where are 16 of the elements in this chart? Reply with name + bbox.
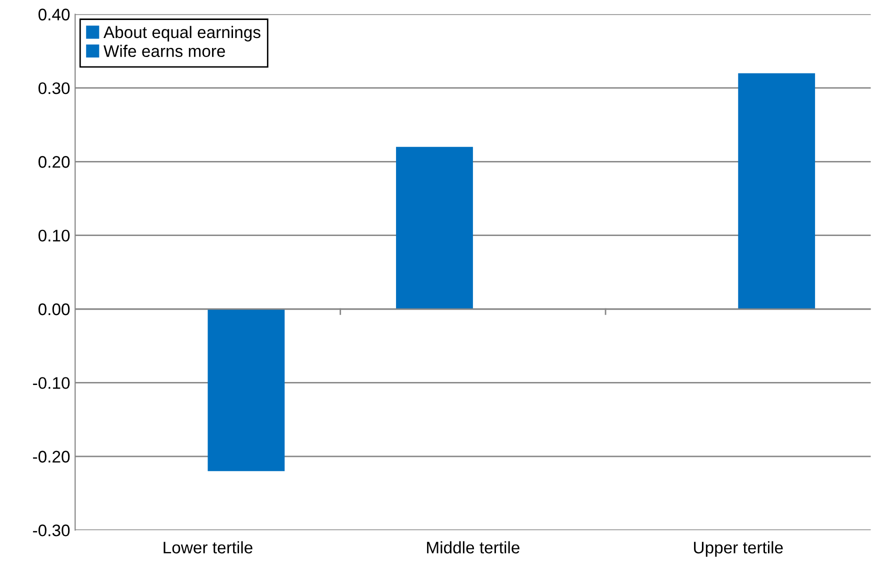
x-tick-label: Lower tertile	[164, 541, 252, 554]
y-tick-label: 0.10	[38, 230, 70, 242]
y-tick-label: 0.00	[38, 303, 70, 316]
y-tick-label: -0.10	[33, 377, 70, 389]
bar	[208, 309, 285, 472]
legend-label: Wife earns more	[104, 44, 225, 58]
x-tick-label: Middle tertile	[427, 541, 520, 554]
y-tick-label: 0.40	[38, 8, 70, 20]
x-tick-label: Upper tertile	[694, 541, 783, 557]
y-tick-label: 0.30	[38, 82, 70, 94]
y-tick-label: -0.20	[33, 450, 70, 463]
bar	[738, 73, 816, 310]
y-tick-label: -0.30	[33, 524, 70, 536]
bar	[396, 146, 473, 310]
y-tick-label: 0.20	[38, 156, 70, 168]
legend-label: About equal earnings	[104, 26, 260, 42]
